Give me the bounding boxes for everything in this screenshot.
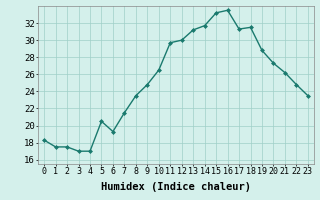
X-axis label: Humidex (Indice chaleur): Humidex (Indice chaleur)	[101, 182, 251, 192]
